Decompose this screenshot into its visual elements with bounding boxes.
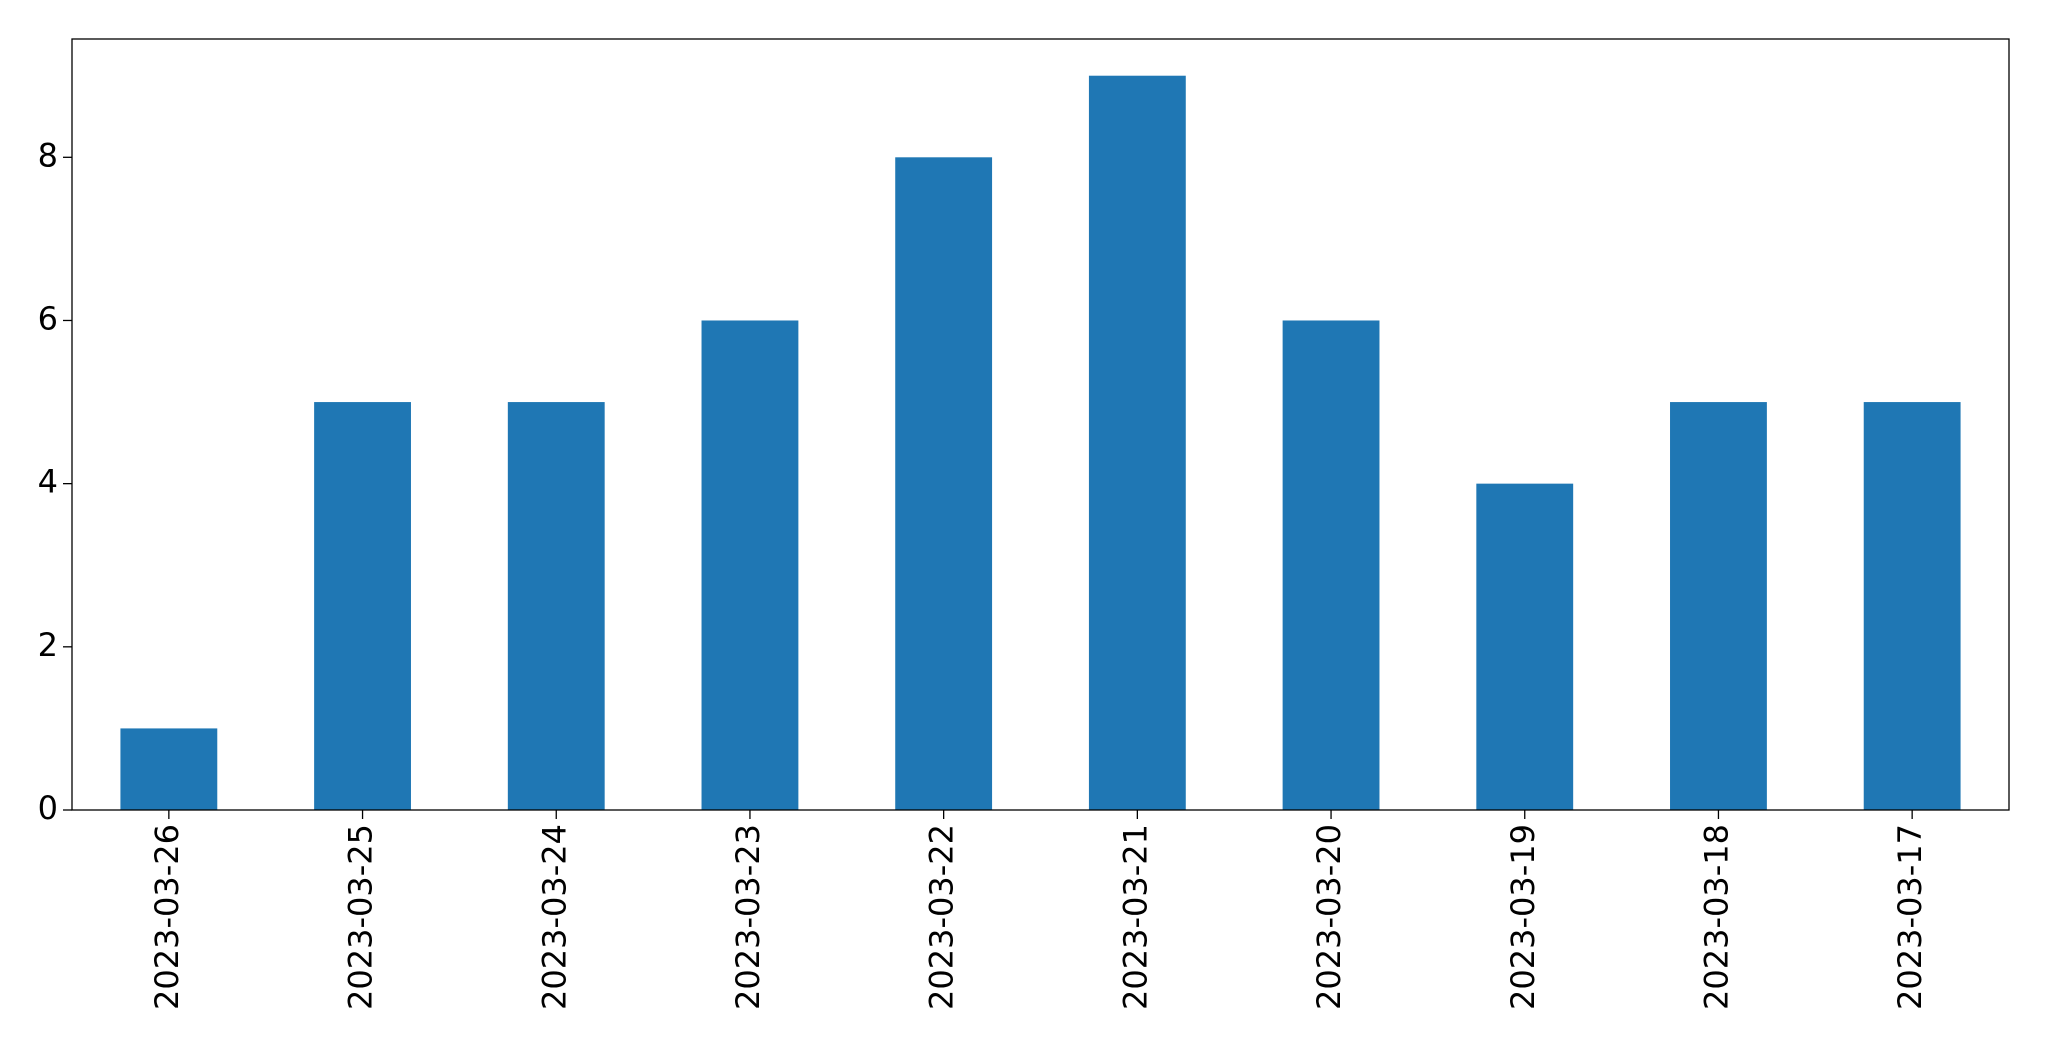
bar bbox=[701, 320, 799, 810]
y-tick-label: 2 bbox=[38, 626, 58, 664]
x-tick-label: 2023-03-21 bbox=[1116, 824, 1154, 1010]
y-tick-label: 8 bbox=[38, 136, 58, 174]
bar bbox=[1670, 402, 1767, 810]
x-tick-label: 2023-03-18 bbox=[1697, 824, 1735, 1010]
y-tick-label: 6 bbox=[38, 299, 58, 337]
bar bbox=[1282, 320, 1380, 810]
bar bbox=[507, 402, 605, 810]
plot-frame bbox=[71, 38, 2010, 811]
x-tick-label: 2023-03-24 bbox=[535, 824, 573, 1010]
y-tick-label: 4 bbox=[38, 463, 58, 501]
bar bbox=[895, 157, 993, 811]
x-tick-label: 2023-03-23 bbox=[729, 824, 767, 1010]
x-tick-label: 2023-03-22 bbox=[923, 824, 961, 1010]
bar bbox=[120, 728, 218, 810]
x-tick-label: 2023-03-26 bbox=[148, 824, 186, 1010]
x-tick-label: 2023-03-17 bbox=[1891, 824, 1929, 1010]
bar bbox=[1476, 483, 1574, 810]
x-tick-label: 2023-03-25 bbox=[342, 824, 380, 1010]
x-tick-label: 2023-03-19 bbox=[1504, 824, 1542, 1010]
bar bbox=[314, 402, 411, 810]
x-tick-label: 2023-03-20 bbox=[1310, 824, 1348, 1010]
bar bbox=[1088, 75, 1186, 810]
bar bbox=[1863, 402, 1961, 810]
y-tick-label: 0 bbox=[38, 789, 58, 827]
